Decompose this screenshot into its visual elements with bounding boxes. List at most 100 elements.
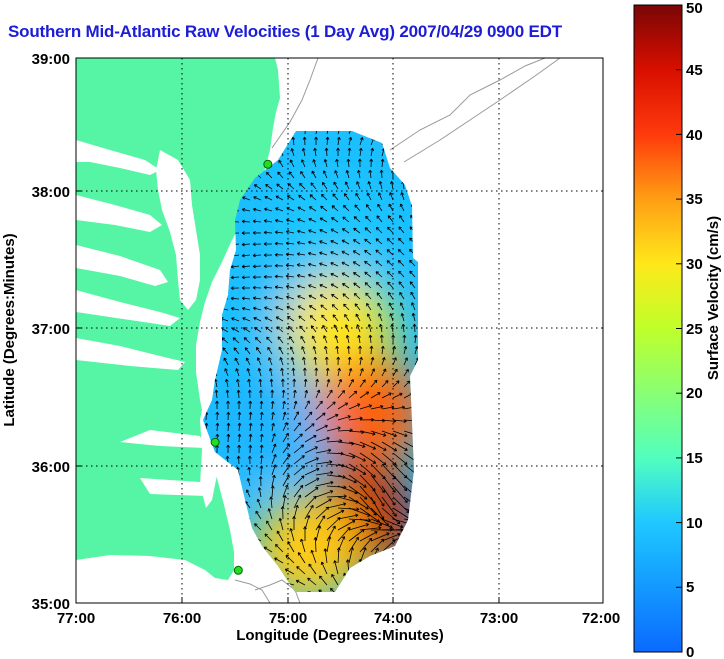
- colorbar: [633, 4, 683, 653]
- velocity-arrow: [343, 204, 350, 212]
- velocity-arrow: [315, 506, 330, 520]
- velocity-arrow: [345, 170, 350, 179]
- velocity-arrow: [353, 227, 361, 234]
- velocity-arrow: [315, 389, 321, 399]
- velocity-arrow: [271, 464, 277, 476]
- colorbar-tick-label: 20: [686, 385, 703, 402]
- x-tick-marks: [75, 597, 604, 603]
- velocity-arrow: [364, 249, 372, 256]
- velocity-arrow: [300, 170, 306, 179]
- velocity-arrow: [296, 263, 306, 267]
- velocity-arrow: [313, 356, 318, 366]
- velocity-arrow: [341, 228, 350, 234]
- velocity-arrow: [315, 448, 332, 454]
- velocity-arrow: [359, 537, 373, 553]
- velocity-arrow: [297, 218, 306, 223]
- velocity-arrow: [226, 400, 230, 409]
- velocity-arrow: [309, 194, 317, 201]
- velocity-arrow: [315, 378, 319, 388]
- velocity-arrow: [221, 337, 229, 344]
- velocity-arrow: [381, 357, 386, 366]
- velocity-arrow: [359, 463, 376, 478]
- velocity-arrow: [236, 455, 241, 465]
- velocity-arrow: [409, 281, 416, 289]
- velocity-arrow: [414, 346, 418, 355]
- velocity-arrow: [254, 523, 262, 531]
- velocity-arrow: [366, 313, 372, 322]
- velocity-arrow: [293, 484, 304, 498]
- velocity-arrow: [297, 295, 306, 300]
- velocity-arrow: [335, 158, 339, 168]
- velocity-arrow: [319, 262, 328, 267]
- velocity-arrow: [248, 411, 253, 421]
- velocity-arrow: [271, 474, 276, 487]
- x-tick-label: 75:00: [269, 610, 307, 627]
- velocity-arrow: [337, 136, 341, 146]
- velocity-arrow: [241, 242, 251, 247]
- velocity-arrow: [278, 517, 284, 531]
- velocity-arrow: [248, 444, 253, 454]
- velocity-arrow: [381, 496, 397, 517]
- radar-station-marker: [263, 159, 273, 169]
- velocity-arrow: [357, 158, 362, 168]
- velocity-arrow: [297, 305, 306, 311]
- velocity-arrow: [248, 422, 253, 432]
- velocity-arrow: [285, 554, 295, 564]
- velocity-arrow: [403, 380, 411, 388]
- velocity-arrow: [330, 239, 339, 245]
- velocity-arrow: [323, 345, 328, 355]
- velocity-arrow: [387, 215, 394, 223]
- velocity-arrow: [378, 313, 383, 322]
- colorbar-tick-marks: [676, 4, 682, 653]
- velocity-arrow: [370, 368, 375, 377]
- velocity-arrow: [409, 270, 416, 278]
- velocity-arrow: [268, 357, 273, 366]
- velocity-arrow: [387, 281, 394, 289]
- velocity-arrow: [303, 378, 308, 388]
- velocity-arrow: [241, 275, 251, 280]
- velocity-arrow: [297, 206, 306, 212]
- velocity-arrow: [271, 453, 277, 465]
- velocity-arrow: [315, 436, 330, 443]
- velocity-arrow: [241, 296, 251, 301]
- x-tick-label: 74:00: [374, 610, 412, 627]
- velocity-arrow: [282, 400, 286, 410]
- colorbar-tick-label: 15: [686, 450, 703, 467]
- velocity-arrow: [403, 368, 409, 377]
- velocity-arrow: [247, 389, 252, 399]
- velocity-arrow: [286, 195, 295, 201]
- velocity-arrow: [399, 291, 405, 300]
- velocity-arrow: [346, 345, 351, 355]
- y-tick-label: 35:00: [32, 596, 70, 613]
- y-axis-label: Latitude (Degrees:Minutes): [1, 233, 18, 426]
- velocity-arrow: [348, 131, 353, 135]
- x-tick-label: 72:00: [582, 610, 620, 627]
- velocity-arrow: [318, 589, 328, 592]
- velocity-arrow: [402, 334, 407, 344]
- velocity-arrow: [315, 498, 332, 509]
- velocity-arrow: [266, 336, 273, 344]
- velocity-arrow: [337, 402, 349, 410]
- velocity-arrow: [307, 577, 317, 586]
- velocity-arrow: [398, 281, 405, 289]
- velocity-arrow: [388, 292, 394, 300]
- velocity-arrow: [381, 507, 401, 525]
- velocity-arrow: [392, 441, 408, 451]
- velocity-arrow: [291, 136, 296, 146]
- velocity-arrow: [381, 430, 397, 438]
- velocity-arrow: [386, 238, 394, 245]
- velocity-arrow: [241, 306, 251, 311]
- velocity-arrow: [304, 446, 318, 454]
- velocity-arrow: [263, 230, 273, 235]
- velocity-arrow: [326, 536, 332, 553]
- velocity-arrow: [365, 204, 372, 212]
- velocity-arrow: [293, 422, 301, 432]
- velocity-arrow: [347, 147, 352, 157]
- velocity-arrow: [386, 271, 394, 278]
- velocity-arrow: [263, 242, 273, 246]
- velocity-arrow: [369, 345, 374, 355]
- isobath-contours: [234, 58, 561, 603]
- velocity-arrow: [267, 346, 273, 355]
- velocity-arrow: [353, 282, 361, 289]
